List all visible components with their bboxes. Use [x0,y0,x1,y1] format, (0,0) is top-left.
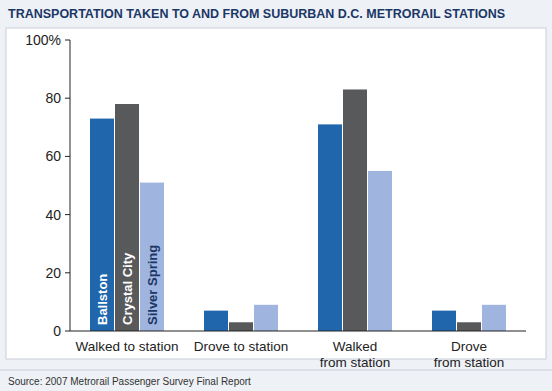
x-tick-label: Drovefrom station [434,339,505,370]
bar [140,183,164,331]
x-tick-label-line: from station [320,355,391,370]
x-tick-label: Walked to station [75,339,178,354]
bar [90,119,114,331]
background [0,0,552,391]
x-tick-label-line: from station [434,355,505,370]
source: Source: 2007 Metrorail Passenger Survey … [8,376,251,387]
title: TRANSPORTATION TAKEN TO AND FROM SUBURBA… [8,7,505,21]
x-tick-label-line: Drove to station [194,339,289,354]
bar [254,305,278,331]
x-tick-label-line: Walked to station [75,339,178,354]
y-tick [65,40,70,41]
bar [482,305,506,331]
legend-label: Ballston [95,274,110,325]
x-tick-label-line: Walked [333,339,378,354]
legend-label: Silver Spring [145,245,160,325]
bar [343,89,367,331]
y-tick-label: 80 [45,90,61,106]
bars [90,89,506,331]
y-axis [70,40,71,331]
y-tick [65,272,70,273]
y-tick-label: 0 [53,323,61,339]
y-tick-label: 60 [45,148,61,164]
legend-label: Crystal City [120,252,135,325]
y-tick [65,214,70,215]
chart-svg: TRANSPORTATION TAKEN TO AND FROM SUBURBA… [0,0,552,391]
y-tick-label: 100% [25,32,61,48]
bar [229,322,253,331]
plot-panel [6,28,546,359]
y-tick-label: 20 [45,265,61,281]
y-tick-label: 40 [45,207,61,223]
bar [432,311,456,331]
labels: Ballston Crystal City Silver Spring Walked … [75,245,504,370]
y-tick [65,331,70,332]
x-axis [70,330,526,331]
x-tick-label: Walkedfrom station [320,339,391,370]
bar [204,311,228,331]
y-tick [65,98,70,99]
bar [368,171,392,331]
x-tick-label: Drove to station [194,339,289,354]
bar [115,104,139,331]
bar [318,124,342,331]
x-tick-label-line: Drove [451,339,487,354]
bar [457,322,481,331]
y-tick [65,156,70,157]
